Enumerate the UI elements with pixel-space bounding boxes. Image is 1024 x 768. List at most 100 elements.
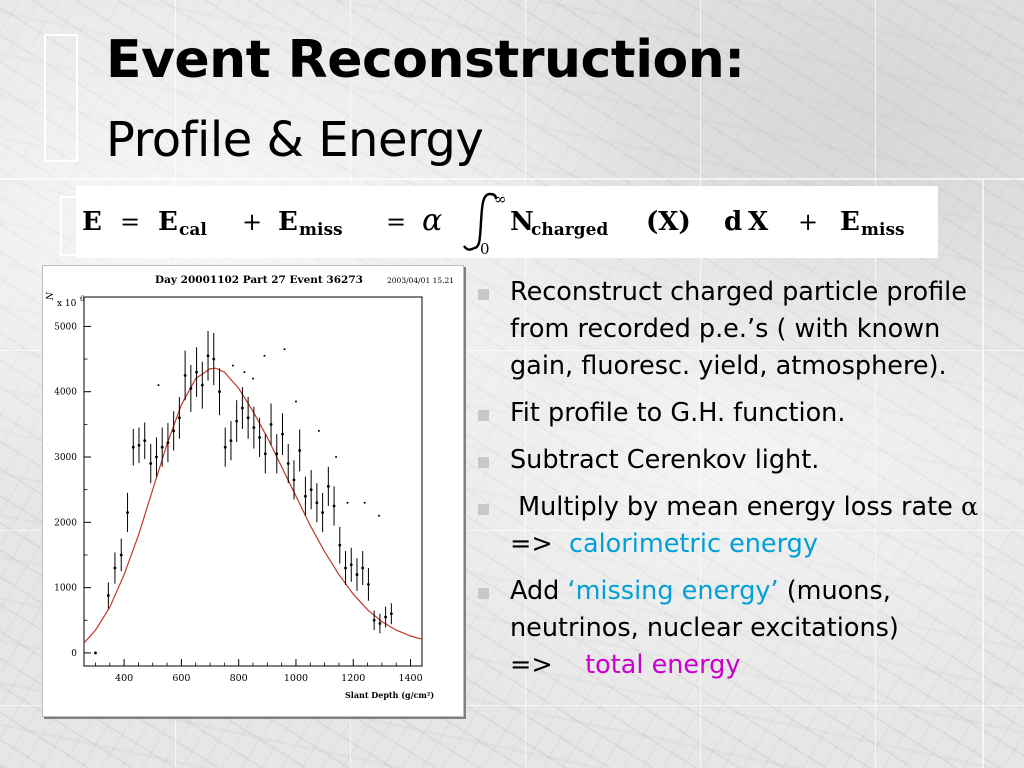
x-tick-label: 1200 (341, 673, 365, 684)
formula-lower-limit: 0 (480, 240, 490, 258)
y-scale-exponent: 6 (80, 295, 85, 303)
data-point (200, 383, 204, 387)
stray-point (363, 501, 366, 504)
energy-formula: E = E cal + E miss = α ∞ 0 N charged (X)… (76, 186, 938, 258)
x-tick-label: 1400 (398, 673, 422, 684)
formula-svg: E = E cal + E miss = α ∞ 0 N charged (X)… (82, 190, 905, 258)
data-point (258, 436, 261, 439)
bullet-item: Subtract Cerenkov light. (474, 442, 1010, 479)
data-point (344, 566, 347, 570)
square-bullet-icon (478, 457, 489, 468)
fit-curve-layer (83, 367, 423, 644)
data-point (235, 419, 239, 423)
data-point (113, 566, 117, 570)
grid-line (0, 178, 1024, 180)
y-tick-label: 1000 (54, 584, 77, 594)
bullet-item: Multiply by mean energy loss rate α => c… (474, 489, 1010, 563)
data-point (94, 651, 97, 655)
data-point (269, 422, 273, 426)
data-point (338, 543, 342, 547)
square-bullet-icon (478, 504, 489, 515)
plot-axes-box (83, 296, 423, 667)
formula-plus-2: + (798, 208, 818, 236)
data-point (172, 429, 176, 433)
data-point (177, 416, 181, 420)
calorimetric-energy-text: calorimetric energy (568, 529, 818, 559)
data-point (229, 439, 233, 443)
bullet-text: Subtract Cerenkov light. (510, 445, 820, 475)
x-tick-label: 600 (172, 673, 190, 684)
data-point (149, 462, 153, 465)
stray-point (263, 354, 266, 357)
bullet-text: Multiply by mean energy loss rate (510, 492, 961, 522)
data-point (315, 501, 319, 505)
data-point (292, 478, 296, 482)
profile-plot: Day 20001102 Part 27 Event 36273 2003/04… (42, 265, 464, 717)
bullet-text: Reconstruct charged particle profile fro… (510, 277, 967, 381)
bullet-item: Reconstruct charged particle profile fro… (474, 274, 1010, 385)
formula-equals: = (120, 208, 140, 236)
total-energy-text: total energy (585, 650, 741, 680)
formula-miss-sub-2: miss (861, 220, 905, 240)
data-point (378, 622, 382, 625)
y-tick-label: 3000 (54, 453, 77, 463)
data-point (206, 354, 210, 358)
data-point (372, 618, 376, 622)
x-tick-label: 400 (115, 673, 133, 684)
alpha-symbol: α (960, 492, 979, 522)
formula-e-cal: E (158, 207, 178, 237)
errorbar-layer (94, 330, 393, 655)
grid-line (0, 705, 1024, 706)
data-point (304, 494, 307, 498)
data-point (252, 426, 256, 430)
data-point (275, 452, 279, 456)
formula-e: E (82, 207, 102, 237)
formula-d: d (724, 207, 742, 237)
data-point (137, 443, 141, 447)
data-point (160, 445, 164, 449)
formula-e-miss-2: E (840, 207, 860, 237)
data-point (183, 373, 187, 377)
data-point (281, 432, 284, 436)
data-point (389, 612, 393, 616)
formula-cal-sub: cal (179, 220, 207, 240)
slide-subtitle: Profile & Energy (106, 112, 484, 168)
stray-point (252, 377, 254, 380)
formula-equals-2: = (386, 208, 406, 236)
data-point (349, 563, 353, 567)
stray-point (378, 514, 381, 517)
y-tick-label: 2000 (54, 518, 77, 528)
stray-point (335, 456, 338, 459)
x-axis-label: Slant Depth (g/cm²) (345, 690, 434, 700)
data-point (131, 445, 135, 449)
formula-e-miss: E (278, 207, 298, 237)
data-point (166, 441, 170, 445)
data-point (286, 462, 290, 465)
plot-header-right: 2003/04/01 15.21 (387, 276, 454, 285)
bullet-text-continued: (muons, neutrinos, nuclear excitations) (510, 576, 899, 643)
bullet-list: Reconstruct charged particle profile fro… (474, 274, 1010, 694)
grid-line (875, 0, 876, 768)
data-point (143, 439, 147, 443)
missing-energy-text: ‘missing energy’ (567, 576, 779, 606)
data-point (241, 406, 244, 410)
formula-charged-sub: charged (531, 220, 608, 240)
data-point (321, 511, 325, 514)
data-point (355, 573, 359, 576)
stray-point (346, 501, 349, 504)
title-accent-box (44, 34, 78, 162)
data-point (223, 445, 227, 449)
arrow-text: => (510, 492, 995, 559)
grid-line (0, 530, 1024, 531)
data-point (367, 582, 370, 586)
data-point (332, 504, 336, 508)
stray-points-layer (157, 348, 381, 517)
data-point (246, 416, 250, 420)
stray-point (317, 429, 320, 432)
plot-header-left: Day 20001102 Part 27 Event 36273 (155, 274, 363, 286)
formula-plus: + (242, 208, 262, 236)
data-point (126, 511, 129, 514)
grid-line (0, 350, 1024, 351)
x-tick-label: 800 (230, 673, 248, 684)
y-tick-label: 0 (71, 649, 77, 659)
